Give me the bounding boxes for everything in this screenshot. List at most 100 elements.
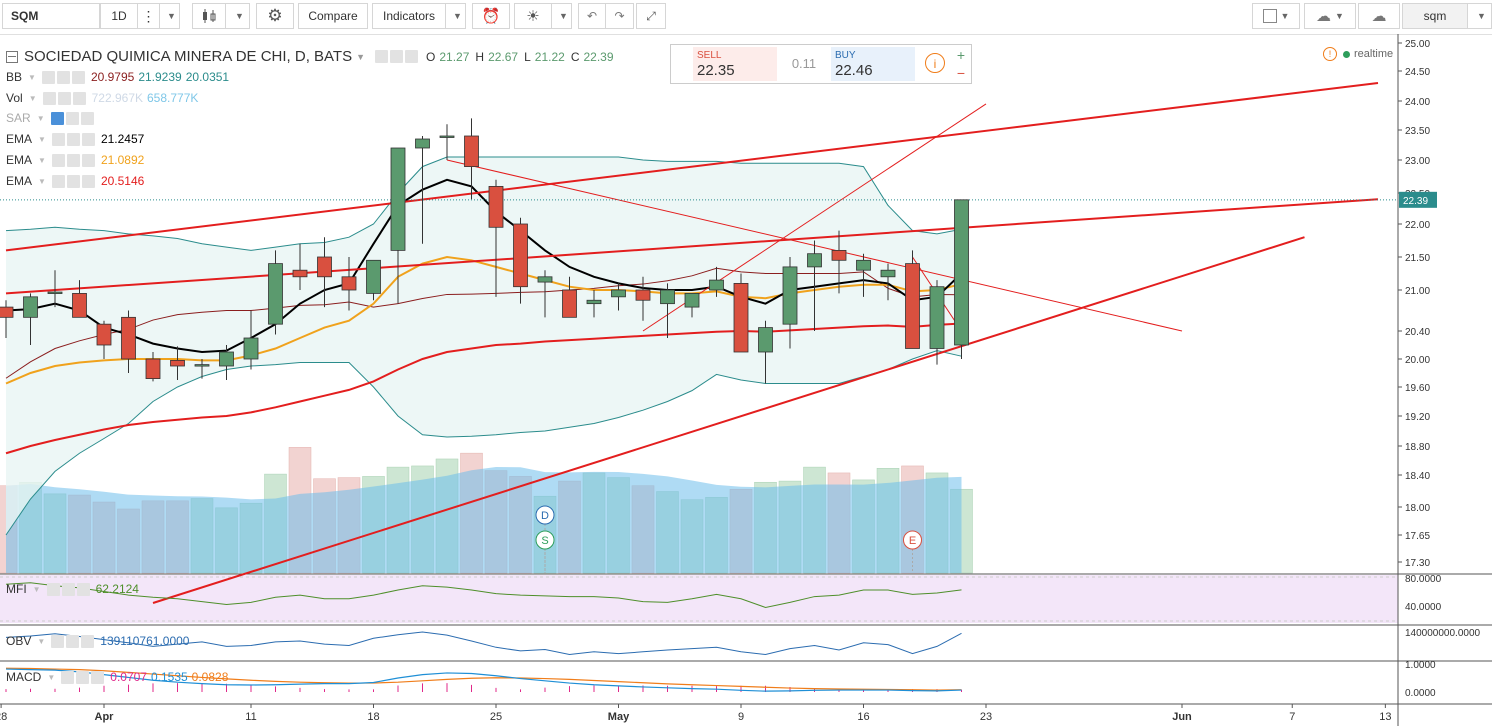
- indicator-name: EMA: [6, 153, 33, 167]
- legend-ema-2: EMA ▼ 21.0892: [6, 153, 144, 167]
- time-tick-label: 23: [980, 711, 992, 723]
- undo-button[interactable]: ↶: [578, 3, 606, 29]
- indicator-dropdown-icon[interactable]: ▼: [28, 72, 36, 82]
- visibility-icon[interactable]: [41, 70, 55, 84]
- close-icon[interactable]: [81, 132, 95, 146]
- close-icon[interactable]: [81, 153, 95, 167]
- watchlist-dropdown-button[interactable]: ▼: [1468, 3, 1492, 29]
- gear-icon: ⚙: [267, 6, 283, 25]
- indicators-dropdown-button[interactable]: ▼: [446, 3, 466, 29]
- close-icon[interactable]: [71, 70, 85, 84]
- indicator-dropdown-icon[interactable]: ▼: [28, 93, 37, 103]
- interval-dropdown-button[interactable]: ▼: [160, 3, 180, 29]
- settings-icon[interactable]: [57, 91, 71, 105]
- minus-button[interactable]: −: [956, 65, 966, 81]
- candles-icon: [203, 9, 216, 23]
- close-icon[interactable]: [76, 582, 90, 596]
- bb-upper-line: [5, 156, 962, 251]
- candle-body: [121, 316, 136, 360]
- indicator-dropdown-icon[interactable]: ▼: [38, 155, 46, 165]
- close-icon[interactable]: [72, 91, 86, 105]
- visibility-icon[interactable]: [51, 634, 65, 648]
- candle-body: [782, 266, 798, 325]
- chart-style-button[interactable]: [192, 3, 226, 29]
- plus-button[interactable]: +: [956, 47, 966, 63]
- idea-button[interactable]: ☀: [514, 3, 552, 29]
- time-tick-label: Apr: [95, 711, 115, 723]
- interval-more-button[interactable]: ⋮: [138, 3, 160, 29]
- legend-macd: MACD ▼ 0.0707 0.1535 0.0828: [6, 670, 228, 684]
- candle-body: [96, 323, 112, 346]
- title-dropdown-icon[interactable]: ▼: [356, 51, 366, 62]
- visibility-icon[interactable]: [51, 153, 65, 167]
- candle-body: [856, 259, 871, 271]
- indicator-dropdown-icon[interactable]: ▼: [47, 672, 56, 682]
- info-icon[interactable]: i: [925, 53, 945, 73]
- indicator-dropdown-icon[interactable]: ▼: [32, 584, 41, 594]
- macd-line-value: 0.1535: [150, 670, 188, 684]
- settings-icon[interactable]: [66, 174, 80, 188]
- indicators-button[interactable]: Indicators: [372, 3, 446, 29]
- close-icon[interactable]: [405, 50, 419, 63]
- layout-button[interactable]: ▼: [1252, 3, 1300, 29]
- symbol-input[interactable]: SQM: [2, 3, 100, 29]
- indicator-dropdown-icon[interactable]: ▼: [36, 113, 45, 123]
- indicator-dropdown-icon[interactable]: ▼: [38, 176, 46, 186]
- compare-button[interactable]: Compare: [298, 3, 368, 29]
- price-tick-label: 22.00: [1405, 220, 1430, 231]
- indicator-name: SAR: [6, 111, 31, 125]
- idea-dropdown-button[interactable]: ▼: [552, 3, 572, 29]
- macd-line: [5, 668, 962, 692]
- ema-orange-line: [5, 255, 962, 385]
- candle-body: [366, 259, 381, 294]
- price-tick-label: 17.65: [1405, 531, 1430, 542]
- legend-mfi: MFI ▼ 62.2124: [6, 582, 139, 596]
- settings-icon[interactable]: [66, 153, 80, 167]
- visibility-icon[interactable]: [51, 132, 65, 146]
- caret-down-icon: ▼: [453, 11, 462, 21]
- legend-sar: SAR ▼: [6, 111, 96, 125]
- settings-icon[interactable]: [66, 132, 80, 146]
- alert-button[interactable]: ⏰: [472, 3, 510, 29]
- indicator-name: OBV: [6, 634, 32, 648]
- time-tick-label: 11: [245, 711, 256, 723]
- settings-icon[interactable]: [66, 634, 80, 648]
- close-icon[interactable]: [91, 670, 105, 684]
- price-tick-label: 23.00: [1405, 156, 1430, 167]
- warning-icon[interactable]: !: [1323, 47, 1337, 61]
- redo-button[interactable]: ↷: [606, 3, 634, 29]
- visibility-icon[interactable]: [42, 91, 56, 105]
- buy-button[interactable]: BUY 22.46: [831, 47, 915, 81]
- visibility-icon[interactable]: [46, 582, 60, 596]
- legend-ema-1: EMA ▼ 21.2457: [6, 132, 144, 146]
- price-chart[interactable]: DSE 25.0024.5024.0023.5023.0022.5022.002…: [0, 34, 1492, 726]
- collapse-icon[interactable]: [6, 50, 18, 63]
- settings-icon[interactable]: [76, 670, 90, 684]
- close-icon[interactable]: [80, 111, 94, 125]
- realtime-label: realtime: [1354, 48, 1394, 60]
- indicator-dropdown-icon[interactable]: ▼: [37, 636, 46, 646]
- settings-button[interactable]: ⚙: [256, 3, 294, 29]
- sell-button[interactable]: SELL 22.35: [693, 47, 777, 81]
- settings-icon[interactable]: [65, 111, 79, 125]
- indicator-dropdown-icon[interactable]: ▼: [38, 134, 46, 144]
- caret-down-icon: ▼: [235, 11, 244, 21]
- settings-icon[interactable]: [390, 50, 404, 63]
- visibility-icon[interactable]: [375, 50, 389, 63]
- visibility-icon[interactable]: [61, 670, 75, 684]
- bb-lower-line: [5, 350, 962, 536]
- fullscreen-button[interactable]: ⤢: [636, 3, 666, 29]
- visibility-icon[interactable]: [51, 174, 65, 188]
- settings-icon[interactable]: [61, 582, 75, 596]
- save-layout-button[interactable]: ☁: [1358, 3, 1400, 29]
- chart-style-dropdown-button[interactable]: ▼: [226, 3, 250, 29]
- interval-button[interactable]: 1D: [100, 3, 138, 29]
- candle-body: [611, 289, 626, 298]
- close-icon[interactable]: [81, 634, 95, 648]
- indicator-name: EMA: [6, 132, 33, 146]
- load-layout-button[interactable]: ☁ ▼: [1304, 3, 1356, 29]
- settings-icon[interactable]: [56, 70, 70, 84]
- watchlist-search-button[interactable]: sqm: [1402, 3, 1468, 29]
- hidden-eye-icon[interactable]: [50, 111, 64, 125]
- close-icon[interactable]: [81, 174, 95, 188]
